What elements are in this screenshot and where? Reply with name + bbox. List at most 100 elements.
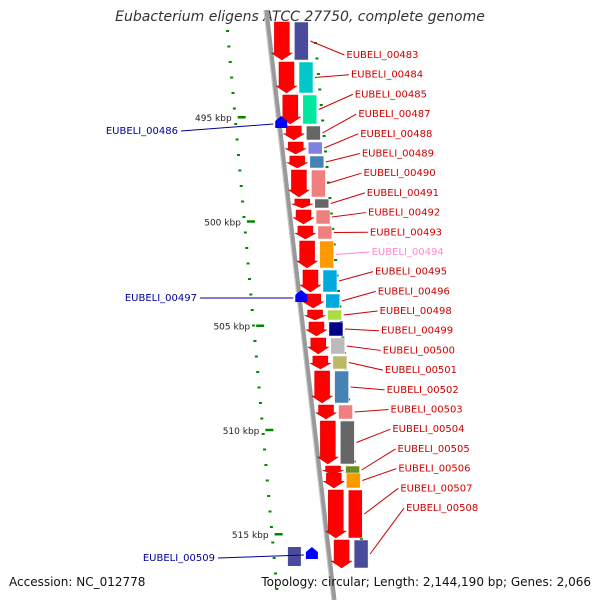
tick-mark: [237, 116, 246, 119]
scale-dot: [243, 231, 247, 234]
gene-label-eubeli_00493: EUBELI_00493: [370, 227, 442, 238]
gene-label-eubeli_00484: EUBELI_00484: [351, 70, 423, 81]
scale-dot: [245, 247, 249, 249]
cog-block: [307, 141, 323, 155]
gene-label-eubeli_00502: EUBELI_00502: [387, 385, 459, 396]
gene-label-eubeli_00506: EUBELI_00506: [398, 464, 470, 475]
forward-genes: [270, 21, 353, 569]
label-leader: [354, 409, 389, 413]
label-leader: [318, 93, 353, 110]
tick-label: 500 kbp: [204, 218, 241, 228]
forward-gene-arrow: [299, 269, 322, 293]
tick-mark: [274, 533, 283, 536]
cog-block: [298, 61, 314, 94]
scale-dot: [230, 76, 234, 79]
tick-label: 515 kbp: [232, 531, 269, 541]
gene-label-eubeli_00488: EUBELI_00488: [360, 129, 432, 140]
outer-dot: [326, 181, 330, 184]
label-leader: [364, 487, 399, 515]
outer-dot: [315, 57, 319, 60]
scale-dot: [227, 45, 231, 48]
reverse-gene-arrow: [295, 290, 308, 302]
cog-block: [332, 355, 348, 370]
label-leader: [346, 345, 381, 351]
outer-dot: [341, 336, 345, 339]
outer-dot: [328, 197, 332, 199]
outer-dot: [321, 119, 325, 122]
cog-block: [311, 169, 326, 198]
scale-dot: [261, 433, 265, 435]
topology-text: Topology: circular; Length: 2,144,190 bp…: [261, 575, 591, 589]
forward-gene-arrow: [314, 404, 338, 420]
cog-block: [302, 94, 318, 125]
cog-block: [319, 240, 334, 269]
forward-gene-arrow: [330, 539, 353, 569]
scale-dot: [257, 386, 261, 389]
cog-block: [315, 209, 331, 225]
scale-dot: [260, 417, 264, 420]
forward-gene-arrow: [287, 169, 311, 198]
forward-gene-arrow: [308, 355, 332, 370]
reverse-gene-arrow: [275, 116, 288, 128]
label-leader: [335, 251, 370, 255]
outer-dot: [334, 259, 338, 261]
label-leader: [344, 328, 379, 332]
cog-block: [294, 21, 309, 61]
tick-mark: [256, 324, 265, 327]
scale-dot: [275, 588, 279, 590]
forward-gene-arrow: [282, 125, 306, 141]
cog-block: [340, 420, 355, 465]
scale-dot: [246, 262, 250, 265]
gene-label-eubeli_00505: EUBELI_00505: [398, 444, 470, 455]
forward-gene-arrow: [310, 370, 334, 404]
forward-gene-arrow: [305, 321, 328, 337]
scale-dot: [228, 61, 232, 63]
forward-gene-arrow: [291, 198, 313, 209]
genome-backbone: [263, 9, 337, 600]
label-leader: [350, 386, 385, 391]
gene-label-eubeli_00491: EUBELI_00491: [367, 188, 439, 199]
scale-dot: [234, 123, 238, 125]
scale-dot: [258, 402, 262, 404]
scale-dot: [231, 92, 235, 94]
gene-label-eubeli_00508: EUBELI_00508: [406, 503, 478, 514]
scale-dot: [256, 371, 260, 373]
gene-label-eubeli_00501: EUBELI_00501: [385, 365, 457, 376]
gene-label-eubeli_00487: EUBELI_00487: [358, 109, 430, 120]
label-leader: [217, 554, 304, 559]
scale-dot: [232, 107, 236, 110]
forward-gene-arrow: [304, 309, 326, 321]
scale-dot: [271, 541, 275, 544]
outer-dot: [319, 104, 323, 106]
outer-dot: [316, 73, 320, 75]
gene-label-eubeli_00507: EUBELI_00507: [400, 483, 472, 494]
cog-block: [314, 198, 330, 209]
scale-dot: [274, 572, 278, 575]
scale-dot: [247, 278, 251, 280]
accession-text: Accession: NC_012778: [9, 575, 146, 589]
gene-label-eubeli_00495: EUBELI_00495: [375, 267, 447, 278]
outer-dot: [324, 150, 328, 153]
scale-dot: [267, 495, 271, 497]
outer-dot: [318, 88, 322, 91]
label-leader: [180, 123, 274, 132]
outer-dot: [331, 228, 335, 230]
gene-label-eubeli_00498: EUBELI_00498: [380, 306, 452, 317]
cog-block: [325, 293, 340, 309]
forward-gene-arrow: [316, 420, 340, 465]
forward-gene-arrow: [306, 337, 330, 355]
label-leader: [341, 290, 376, 302]
outer-dot: [359, 538, 363, 540]
forward-gene-arrow: [293, 225, 317, 240]
cog-block: [330, 337, 346, 355]
forward-gene-arrow: [270, 21, 294, 61]
label-leader: [322, 113, 357, 134]
outer-dot: [332, 243, 336, 246]
scale-dot: [236, 154, 240, 156]
scale-dot: [263, 448, 267, 451]
kbp-ticks: 495 kbp 500 kbp 505 kbp 510 kbp 515 kbp: [195, 114, 283, 541]
label-leader: [369, 507, 405, 555]
forward-gene-arrow: [295, 240, 319, 269]
gene-label-eubeli_00492: EUBELI_00492: [368, 208, 440, 219]
